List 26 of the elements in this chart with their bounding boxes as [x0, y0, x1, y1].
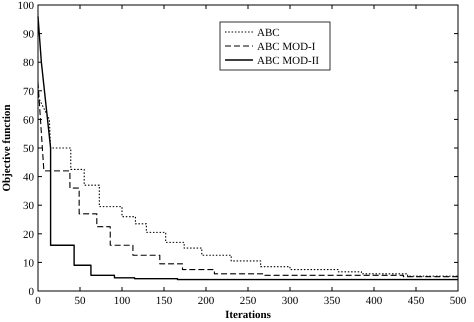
- y-tick-label: 100: [18, 0, 34, 12]
- y-tick-label: 30: [23, 200, 34, 212]
- x-tick-label: 400: [366, 295, 383, 307]
- y-tick-label: 60: [23, 114, 34, 126]
- y-tick-label: 0: [28, 286, 34, 298]
- x-tick-label: 150: [156, 295, 173, 307]
- y-tick-label: 90: [23, 28, 34, 41]
- legend-label: ABC MOD-I: [257, 41, 316, 53]
- legend-label: ABC: [257, 27, 280, 39]
- y-tick-label: 80: [23, 57, 34, 70]
- x-tick-label: 50: [74, 295, 86, 307]
- y-tick-label: 40: [23, 172, 34, 184]
- legend-label: ABC MOD-II: [257, 55, 320, 67]
- x-tick-label: 500: [450, 295, 467, 307]
- x-axis-title: Iterations: [225, 309, 272, 321]
- x-tick-label: 100: [114, 295, 131, 307]
- y-tick-label: 70: [23, 86, 34, 98]
- x-tick-label: 350: [324, 295, 341, 307]
- x-tick-label: 300: [282, 295, 299, 307]
- y-tick-label: 10: [23, 257, 34, 270]
- y-tick-label: 20: [23, 228, 34, 241]
- y-axis-title: Objective function: [1, 104, 13, 192]
- x-tick-label: 200: [198, 295, 215, 307]
- x-tick-label: 450: [408, 295, 425, 307]
- x-tick-label: 250: [240, 295, 257, 307]
- y-tick-label: 50: [23, 143, 34, 155]
